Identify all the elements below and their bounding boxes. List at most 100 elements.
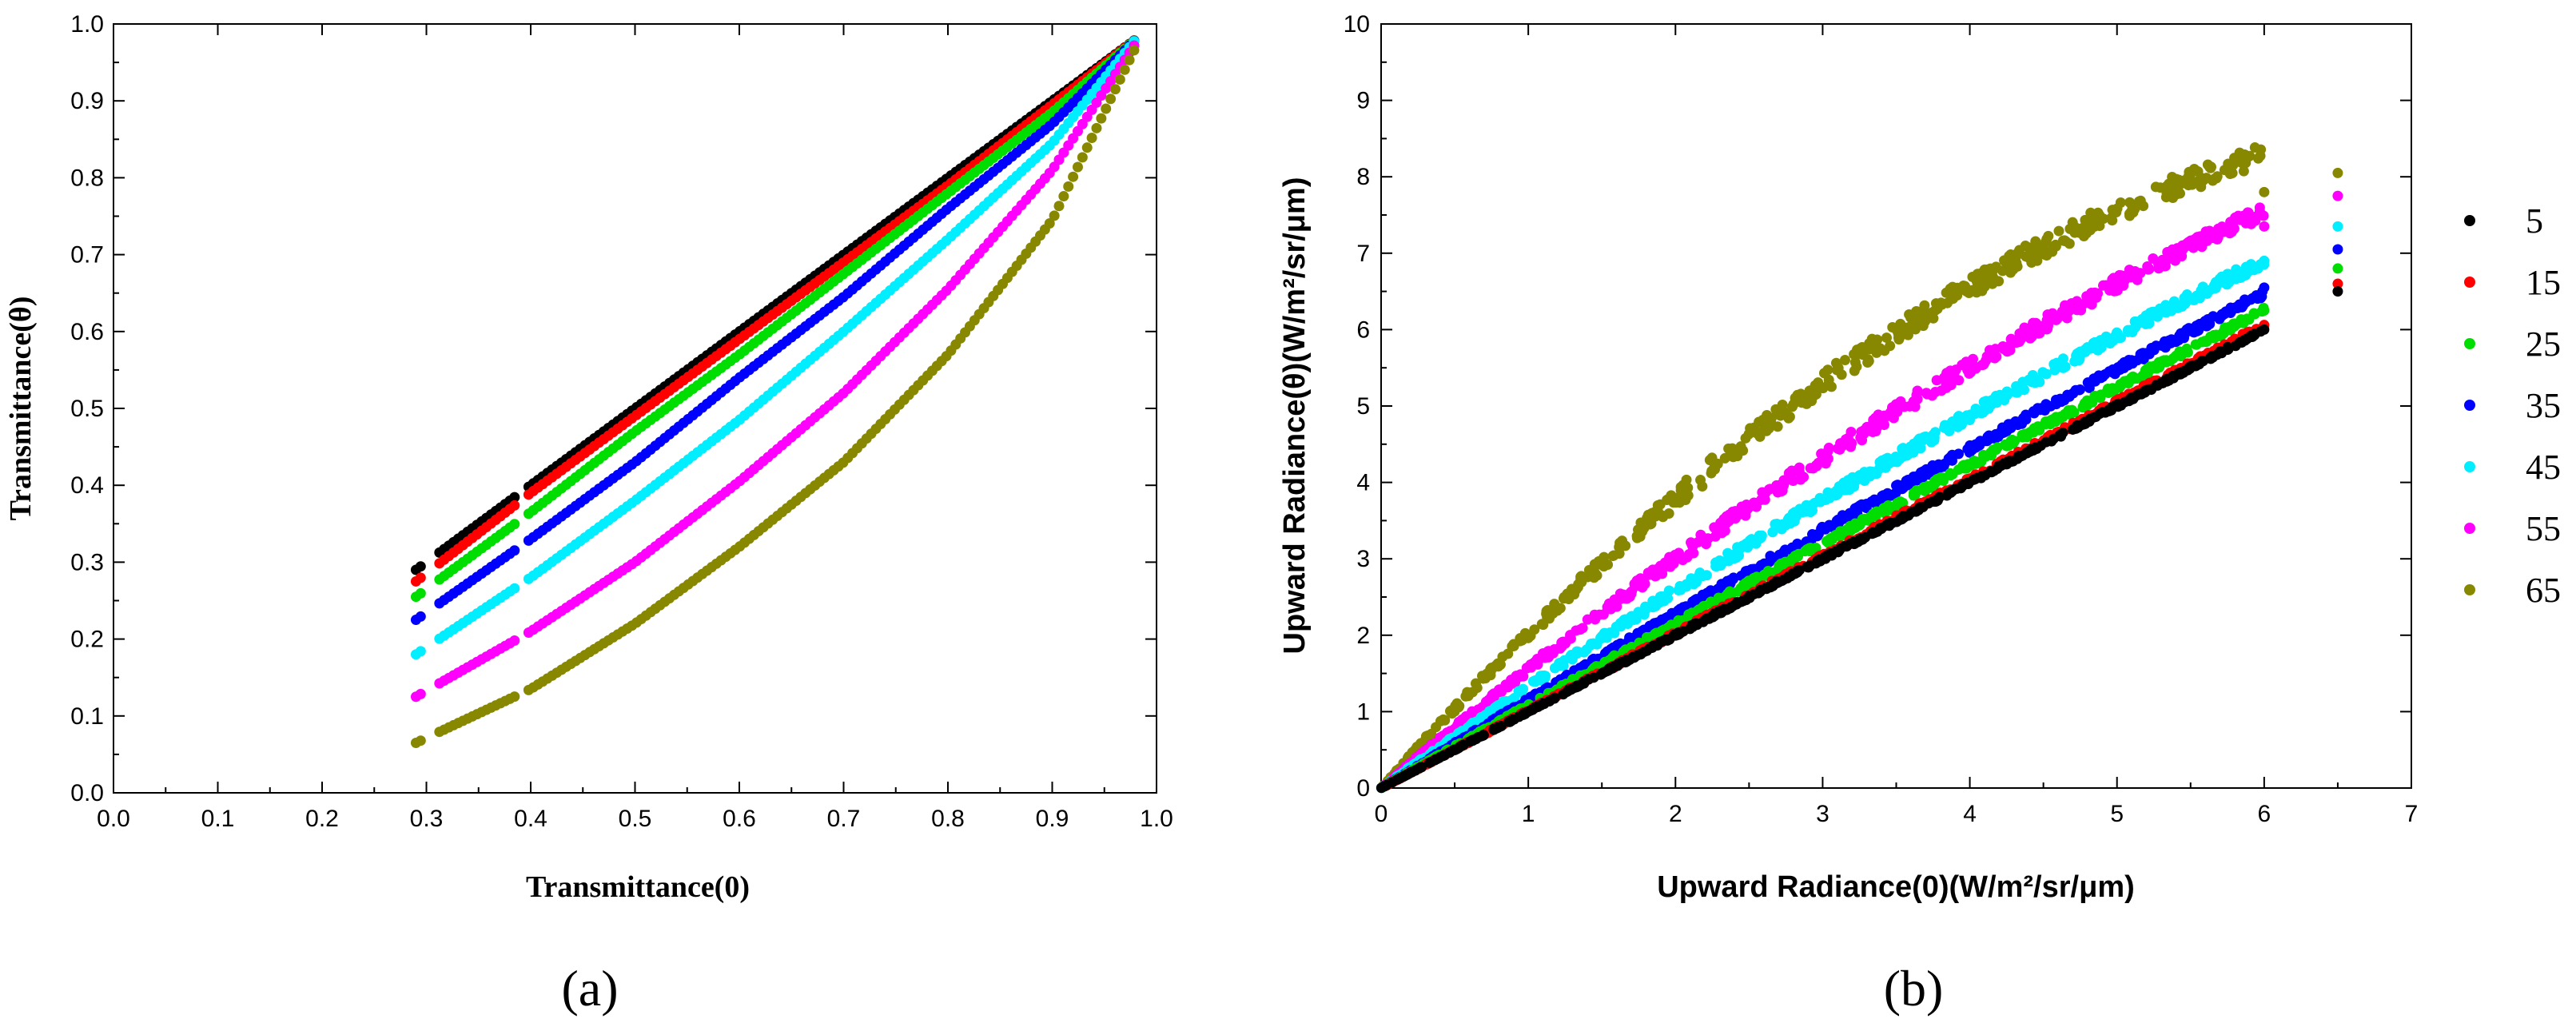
panel-b-point	[1629, 579, 1640, 590]
panel-b-point	[1670, 497, 1682, 508]
panel-b-point	[2080, 221, 2091, 233]
panel-b-point	[2238, 165, 2249, 177]
panel-b-point	[1806, 529, 1818, 540]
panel-a-x-tick-label: 0.9	[1036, 806, 1069, 832]
panel-b-point	[2176, 251, 2188, 262]
panel-b-point	[1607, 551, 1618, 562]
panel-a-point	[509, 691, 520, 703]
panel-b-point	[2126, 392, 2137, 403]
panel-b-x-tick-label: 0	[1375, 801, 1388, 827]
panel-b-point	[2161, 373, 2172, 384]
panel-b-point	[1607, 602, 1618, 613]
panel-b-point	[2108, 364, 2119, 375]
panel-b-point	[1985, 433, 1996, 444]
panel-b-point	[1783, 571, 1794, 582]
panel-b-x-tick-label: 6	[2258, 801, 2271, 827]
panel-b-point	[1709, 609, 1720, 620]
panel-b-point	[1504, 716, 1515, 727]
panel-b-point	[1919, 300, 1930, 311]
panel-b-point	[1529, 657, 1540, 668]
panel-b-point	[1735, 583, 1746, 594]
panel-b-point	[1405, 767, 1416, 778]
panel-b-point	[1883, 453, 1894, 464]
panel-b-point	[1451, 698, 1463, 709]
panel-b-point	[1743, 575, 1754, 587]
panel-b-point	[1849, 503, 1861, 514]
panel-b-point	[1929, 476, 1941, 487]
panel-a-y-axis-label: Transmittance(θ)	[4, 297, 38, 521]
panel-b-point	[1671, 553, 1682, 564]
panel-b-point	[1682, 482, 1694, 493]
panel-b-point	[1439, 750, 1450, 761]
panel-b-point	[2204, 161, 2216, 173]
panel-b-point	[2053, 225, 2064, 237]
panel-b-point	[1467, 706, 1478, 717]
panel-b-point	[1819, 494, 1830, 505]
legend-marker	[2464, 584, 2475, 595]
panel-a-point	[1058, 191, 1069, 202]
panel-a-point	[415, 572, 426, 583]
panel-a-point	[415, 688, 426, 699]
panel-b-point	[1620, 655, 1631, 666]
panel-b-point	[2252, 153, 2263, 164]
panel-b-point	[1936, 299, 1947, 310]
panel-a-point	[415, 587, 426, 599]
panel-b-point	[2196, 356, 2208, 367]
panel-b-point	[2140, 348, 2151, 359]
panel-a-point	[1124, 54, 1135, 66]
panel-b-point	[2059, 235, 2070, 246]
panel-b-point	[1955, 483, 1966, 494]
panel-b-point	[2058, 362, 2069, 373]
panel-b-point	[1881, 332, 1892, 344]
legend-marker	[2464, 338, 2475, 349]
panel-b-point	[1501, 679, 1512, 691]
panel-a-x-tick-label: 0.3	[410, 806, 444, 832]
panel-b-point	[2178, 332, 2189, 344]
panel-b-point	[1554, 658, 1565, 669]
panel-a-x-tick-label: 0.2	[305, 806, 339, 832]
panel-b-point	[1873, 409, 1884, 420]
panel-b-point	[2212, 349, 2223, 360]
panel-b-point	[2064, 409, 2076, 420]
panel-b-point	[1814, 555, 1825, 567]
panel-b-point	[1601, 666, 1612, 677]
legend-marker	[2464, 461, 2475, 472]
panel-b-series-5	[1376, 286, 2343, 794]
legend-marker	[2464, 215, 2475, 226]
panel-b-point	[1778, 477, 1790, 488]
panel-b-point	[1736, 596, 1747, 607]
panel-a-y-tick-label: 1.0	[70, 11, 104, 38]
panel-b-point	[1871, 423, 1882, 434]
panel-a-point	[1101, 103, 1112, 114]
panel-a-x-tick-label: 0.8	[931, 806, 965, 832]
panel-b-point	[2021, 432, 2033, 443]
panel-b-point	[1874, 523, 1885, 534]
panel-b-point	[2210, 332, 2221, 343]
panel-b-point	[2055, 393, 2066, 404]
panel-b-point	[2225, 324, 2236, 336]
panel-b-point	[1763, 423, 1774, 434]
panel-b-point	[2108, 386, 2120, 397]
panel-b-point	[2042, 323, 2053, 334]
panel-b-point	[1497, 651, 1508, 663]
panel-a-y-ticks: 0.00.10.20.30.40.50.60.70.80.91.0	[70, 11, 1157, 806]
panel-b-point	[1906, 446, 1917, 457]
panel-b-point	[1567, 654, 1578, 665]
panel-b-point	[2222, 269, 2233, 280]
panel-b-point	[1786, 515, 1797, 527]
panel-b-point	[1723, 443, 1734, 454]
panel-b-point	[1861, 503, 1872, 514]
panel-b-point	[1492, 722, 1503, 734]
panel-b-point	[1467, 734, 1478, 746]
panel-b-point	[2200, 336, 2212, 347]
panel-b-point	[1928, 429, 1939, 440]
panel-b-point	[1792, 565, 1803, 576]
panel-b-point	[1853, 348, 1865, 360]
panel-b-point	[1886, 489, 1897, 500]
panel-a-point	[509, 492, 520, 503]
panel-b-point	[2141, 316, 2152, 328]
panel-b-point	[2092, 341, 2104, 352]
panel-b-point	[2032, 255, 2043, 266]
panel-b-point	[1579, 647, 1590, 658]
